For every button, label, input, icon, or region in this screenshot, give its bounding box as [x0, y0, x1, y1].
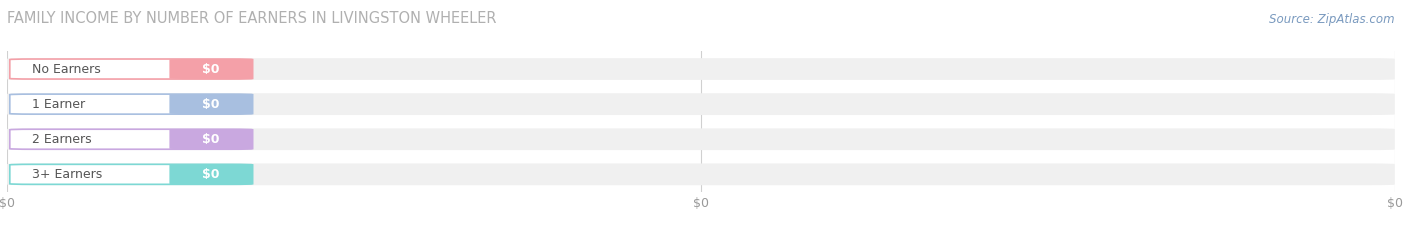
FancyBboxPatch shape	[169, 59, 253, 79]
FancyBboxPatch shape	[169, 129, 253, 149]
FancyBboxPatch shape	[10, 129, 253, 149]
FancyBboxPatch shape	[10, 164, 253, 184]
FancyBboxPatch shape	[7, 164, 1395, 185]
FancyBboxPatch shape	[7, 58, 1395, 80]
Text: $0: $0	[202, 62, 219, 76]
FancyBboxPatch shape	[169, 94, 253, 114]
Text: No Earners: No Earners	[32, 62, 101, 76]
Text: Source: ZipAtlas.com: Source: ZipAtlas.com	[1270, 13, 1395, 26]
FancyBboxPatch shape	[7, 93, 1395, 115]
Text: 1 Earner: 1 Earner	[32, 98, 86, 111]
Text: FAMILY INCOME BY NUMBER OF EARNERS IN LIVINGSTON WHEELER: FAMILY INCOME BY NUMBER OF EARNERS IN LI…	[7, 11, 496, 26]
Text: $0: $0	[202, 98, 219, 111]
Text: 2 Earners: 2 Earners	[32, 133, 91, 146]
FancyBboxPatch shape	[10, 59, 253, 79]
FancyBboxPatch shape	[169, 164, 253, 184]
Text: $0: $0	[202, 168, 219, 181]
Text: $0: $0	[202, 133, 219, 146]
FancyBboxPatch shape	[10, 94, 253, 114]
Text: 3+ Earners: 3+ Earners	[32, 168, 103, 181]
FancyBboxPatch shape	[7, 128, 1395, 150]
